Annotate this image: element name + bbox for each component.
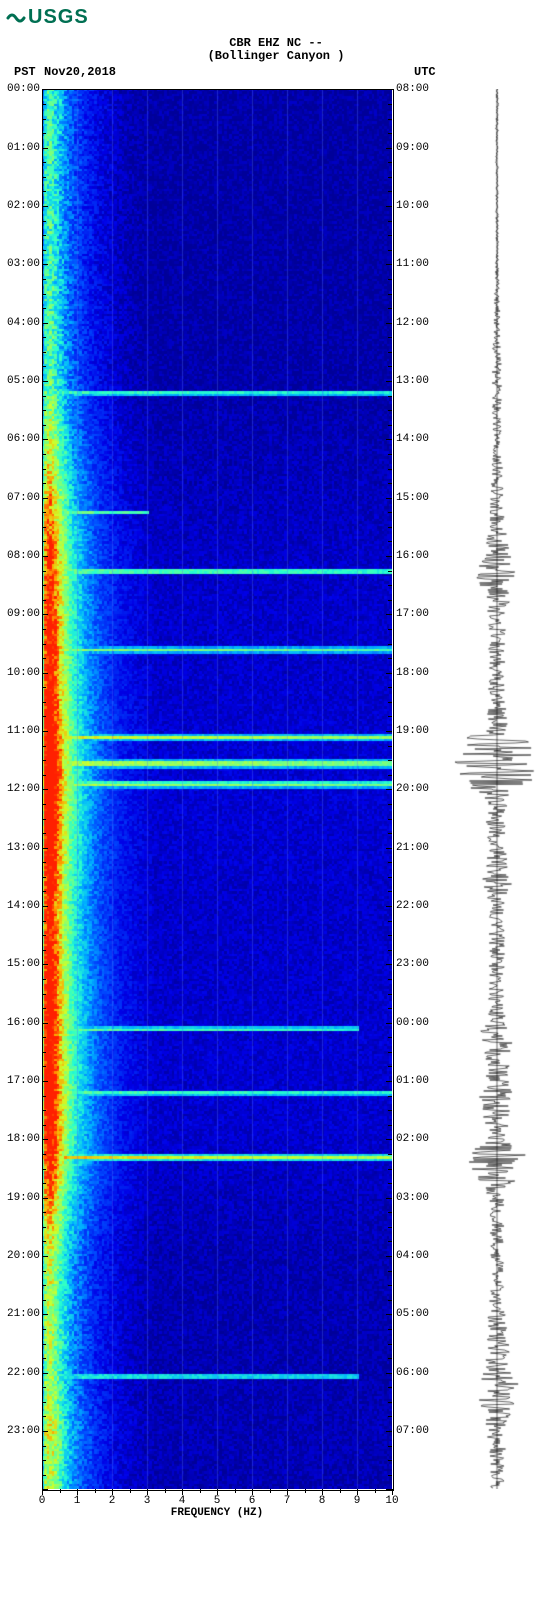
y-right-label: 07:00 [396,1425,429,1437]
seismogram-trace [452,89,542,1489]
x-tick-label: 6 [249,1495,256,1507]
x-tick-label: 1 [74,1495,81,1507]
chart-title: CBR EHZ NC -- (Bollinger Canyon ) [0,37,552,63]
y-right-label: 19:00 [396,725,429,737]
y-left-label: 09:00 [7,608,40,620]
y-right-label: 06:00 [396,1367,429,1379]
y-right-label: 00:00 [396,1017,429,1029]
y-left-label: 04:00 [7,317,40,329]
y-left-label: 22:00 [7,1367,40,1379]
header-row: PST Nov20,2018 UTC [0,65,552,83]
plot-area: 00:00 01:00 02:00 03:00 04:00 05:00 06:00 07:00… [0,89,552,1513]
spectrogram-heatmap [42,89,392,1489]
y-left-label: 12:00 [7,783,40,795]
x-axis: FREQUENCY (HZ) 012345678910 [42,1489,392,1519]
y-right-label: 21:00 [396,842,429,854]
x-tick-label: 7 [284,1495,291,1507]
title-line2: (Bollinger Canyon ) [0,50,552,63]
usgs-logo: USGS [6,4,552,33]
x-tick-label: 10 [385,1495,398,1507]
y-right-label: 14:00 [396,433,429,445]
x-tick-label: 3 [144,1495,151,1507]
y-axis-left: 00:0001:0002:0003:0004:0005:0006:0007:00… [0,89,42,1489]
y-right-label: 05:00 [396,1308,429,1320]
y-left-label: 13:00 [7,842,40,854]
y-right-label: 23:00 [396,958,429,970]
y-right-label: 02:00 [396,1133,429,1145]
y-left-label: 16:00 [7,1017,40,1029]
y-right-label: 12:00 [396,317,429,329]
y-left-label: 00:00 [7,83,40,95]
x-axis-label: FREQUENCY (HZ) [171,1507,263,1519]
y-left-label: 18:00 [7,1133,40,1145]
y-left-label: 06:00 [7,433,40,445]
y-left-label: 10:00 [7,667,40,679]
x-tick-label: 4 [179,1495,186,1507]
y-right-label: 01:00 [396,1075,429,1087]
y-left-label: 05:00 [7,375,40,387]
y-right-label: 08:00 [396,83,429,95]
y-right-label: 20:00 [396,783,429,795]
y-right-label: 13:00 [396,375,429,387]
y-left-label: 21:00 [7,1308,40,1320]
y-right-label: 03:00 [396,1192,429,1204]
y-left-label: 15:00 [7,958,40,970]
y-right-label: 11:00 [396,258,429,270]
y-right-label: 15:00 [396,492,429,504]
y-right-label: 16:00 [396,550,429,562]
y-left-label: 08:00 [7,550,40,562]
date-label: Nov20,2018 [44,65,116,79]
y-right-label: 17:00 [396,608,429,620]
y-left-label: 03:00 [7,258,40,270]
y-left-label: 19:00 [7,1192,40,1204]
y-left-label: 23:00 [7,1425,40,1437]
y-left-label: 02:00 [7,200,40,212]
y-right-label: 09:00 [396,142,429,154]
x-tick-label: 5 [214,1495,221,1507]
tz-left-label: PST [14,65,36,79]
tz-right-label: UTC [414,65,436,79]
y-axis-right: 08:0009:0010:0011:0012:0013:0014:0015:00… [392,89,442,1489]
x-tick-label: 8 [319,1495,326,1507]
x-tick-label: 9 [354,1495,361,1507]
x-tick-label: 0 [39,1495,46,1507]
y-left-label: 01:00 [7,142,40,154]
y-right-label: 10:00 [396,200,429,212]
y-left-label: 11:00 [7,725,40,737]
x-tick-label: 2 [109,1495,116,1507]
y-left-label: 20:00 [7,1250,40,1262]
y-right-label: 04:00 [396,1250,429,1262]
svg-text:USGS: USGS [28,6,89,28]
y-left-label: 07:00 [7,492,40,504]
y-left-label: 17:00 [7,1075,40,1087]
y-right-label: 18:00 [396,667,429,679]
y-right-label: 22:00 [396,900,429,912]
y-left-label: 14:00 [7,900,40,912]
